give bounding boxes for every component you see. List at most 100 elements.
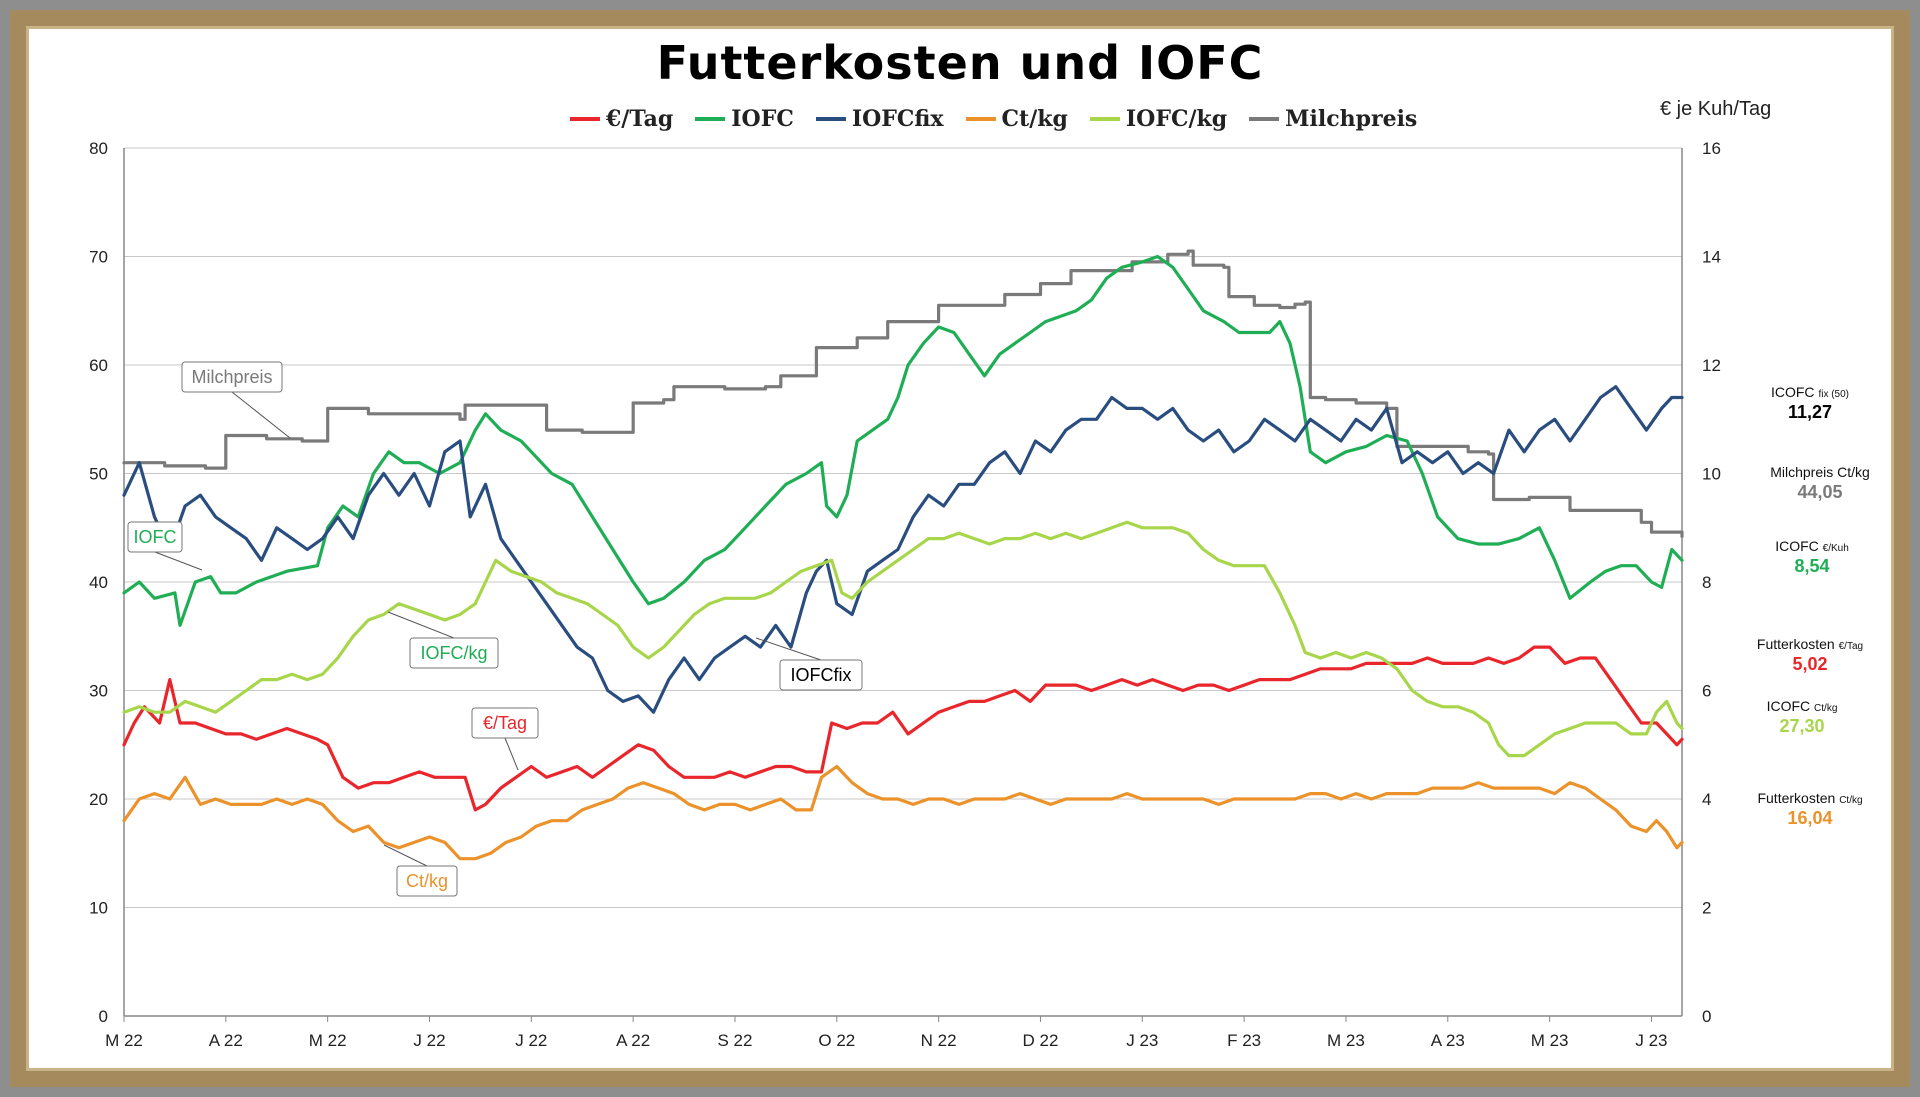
- annotation-box: [181, 361, 283, 393]
- annotation-label: Ct/kg: [406, 871, 448, 891]
- x-tick-label: F 23: [1227, 1031, 1261, 1050]
- series-lines: [122, 249, 1684, 861]
- x-tick-label: M 22: [105, 1031, 143, 1050]
- x-tick-label: J 23: [1635, 1031, 1667, 1050]
- legend-item-milchpreis: Milchpreis: [1249, 106, 1417, 132]
- side-label-text: ICOFC: [1770, 384, 1815, 400]
- side-label: Futterkosten Ct/kg: [1720, 790, 1900, 806]
- legend-label: IOFC: [731, 106, 794, 132]
- left-tick-label: 20: [89, 790, 108, 809]
- annotation-label: IOFC/kg: [420, 643, 487, 663]
- legend-swatch: [965, 117, 996, 121]
- x-tick-label: J 23: [1126, 1031, 1158, 1050]
- legend: €/Tag IOFC IOFCfix Ct/kg IOFC/kg Milchpr…: [570, 106, 1417, 132]
- series-line-iofc: [122, 254, 1684, 627]
- x-tick-label: A 22: [616, 1031, 650, 1050]
- legend-item-eur-tag: €/Tag: [570, 106, 673, 132]
- legend-label: IOFCfix: [851, 106, 944, 132]
- right-tick-label: 4: [1702, 790, 1711, 809]
- series-line-iofcfix: [122, 385, 1684, 714]
- legend-item-iofc-kg: IOFC/kg: [1089, 106, 1228, 132]
- side-label: ICOFC fix (50): [1720, 384, 1900, 400]
- right-tick-label: 0: [1702, 1007, 1711, 1026]
- x-tick-label: N 22: [921, 1031, 957, 1050]
- x-tick-label: D 22: [1023, 1031, 1059, 1050]
- legend-item-ct-kg: Ct/kg: [965, 106, 1068, 132]
- right-tick-label: 12: [1702, 356, 1721, 375]
- x-tick-label: S 22: [717, 1031, 752, 1050]
- side-block-futterkosten-ct-kg: Futterkosten Ct/kg 16,04: [1720, 790, 1900, 829]
- annotation-label: €/Tag: [483, 713, 527, 733]
- legend-item-iofc: IOFC: [695, 106, 794, 132]
- x-tick-label: M 22: [309, 1031, 347, 1050]
- annotation-label: IOFCfix: [791, 665, 852, 685]
- annotation-leader: [755, 637, 822, 661]
- legend-swatch: [1249, 117, 1280, 121]
- right-tick-label: 6: [1702, 682, 1711, 701]
- annotation-box: [127, 521, 183, 553]
- left-tick-label: 60: [89, 356, 108, 375]
- left-tick-label: 0: [99, 1007, 108, 1026]
- legend-label: IOFC/kg: [1125, 106, 1228, 132]
- annotation-leader: [387, 611, 455, 639]
- legend-swatch: [815, 117, 846, 121]
- side-label-sub: fix (50): [1818, 389, 1849, 400]
- annotation-box: [471, 707, 539, 739]
- x-tick-label: J 22: [413, 1031, 445, 1050]
- chart-panel: [26, 26, 1894, 1071]
- side-label-sub: Ct/kg: [1814, 703, 1838, 714]
- x-tick-label: O 22: [818, 1031, 855, 1050]
- side-label: ICOFC Ct/kg: [1712, 698, 1892, 714]
- side-label: Futterkosten €/Tag: [1720, 636, 1900, 652]
- side-label-sub: Ct/kg: [1839, 795, 1863, 806]
- annotation-label: IOFC: [134, 527, 177, 547]
- annotation-label: Milchpreis: [191, 367, 272, 387]
- side-value: 44,05: [1797, 482, 1843, 502]
- legend-label: Ct/kg: [1001, 106, 1068, 132]
- left-tick-label: 80: [89, 139, 108, 158]
- annotation-leader: [231, 391, 291, 439]
- side-block-futterkosten-eur-tag: Futterkosten €/Tag 5,02: [1720, 636, 1900, 675]
- legend-item-iofcfix: IOFCfix: [815, 106, 944, 132]
- side-block-icofc-fix: ICOFC fix (50) 11,27: [1720, 384, 1900, 423]
- side-value: 27,30: [1779, 716, 1825, 736]
- x-tick-label: J 22: [515, 1031, 547, 1050]
- left-tick-label: 40: [89, 573, 108, 592]
- series-line--tag: [122, 645, 1684, 812]
- series-line-milchpreis: [122, 249, 1684, 538]
- side-block-icofc-ct-kg: ICOFC Ct/kg 27,30: [1712, 698, 1892, 737]
- annotation-box: [409, 637, 499, 669]
- side-label-text: Futterkosten: [1756, 636, 1835, 652]
- side-label-sub: €/Kuh: [1822, 543, 1849, 554]
- right-tick-label: 8: [1702, 573, 1711, 592]
- side-label-text: ICOFC: [1775, 538, 1819, 554]
- legend-swatch: [695, 117, 726, 121]
- right-axis-unit: € je Kuh/Tag: [1660, 98, 1772, 120]
- side-value: 16,04: [1787, 808, 1833, 828]
- x-tick-label: A 23: [1431, 1031, 1465, 1050]
- annotation-leader: [383, 844, 428, 867]
- side-block-milchpreis: Milchpreis Ct/kg 44,05: [1730, 464, 1910, 503]
- chart-title: Futterkosten und IOFC: [656, 36, 1264, 90]
- x-tick-label: M 23: [1327, 1031, 1365, 1050]
- side-label: Milchpreis Ct/kg: [1730, 464, 1910, 480]
- right-tick-label: 10: [1702, 465, 1721, 484]
- side-value: 8,54: [1794, 556, 1830, 576]
- annotation-box: [779, 659, 863, 691]
- axes: 0 10 20 30 40 50 60 70 80 0 2 4 6 8 10 12 14 16 M 22 A 22 M …: [89, 139, 1721, 1050]
- right-tick-label: 14: [1702, 248, 1721, 267]
- side-label-text: Futterkosten: [1757, 790, 1836, 806]
- side-value: 5,02: [1792, 654, 1828, 674]
- legend-swatch: [570, 117, 600, 121]
- legend-swatch: [1089, 117, 1120, 121]
- side-label-text: ICOFC: [1766, 698, 1811, 714]
- side-label: ICOFC €/Kuh: [1722, 538, 1902, 554]
- left-tick-label: 70: [89, 248, 108, 267]
- annotation-leader: [154, 551, 203, 571]
- side-label-sub: €/Tag: [1838, 641, 1864, 652]
- x-tick-label: M 23: [1531, 1031, 1569, 1050]
- left-tick-label: 10: [89, 899, 108, 918]
- series-line-iofc-kg: [122, 520, 1684, 758]
- right-tick-label: 16: [1702, 139, 1721, 158]
